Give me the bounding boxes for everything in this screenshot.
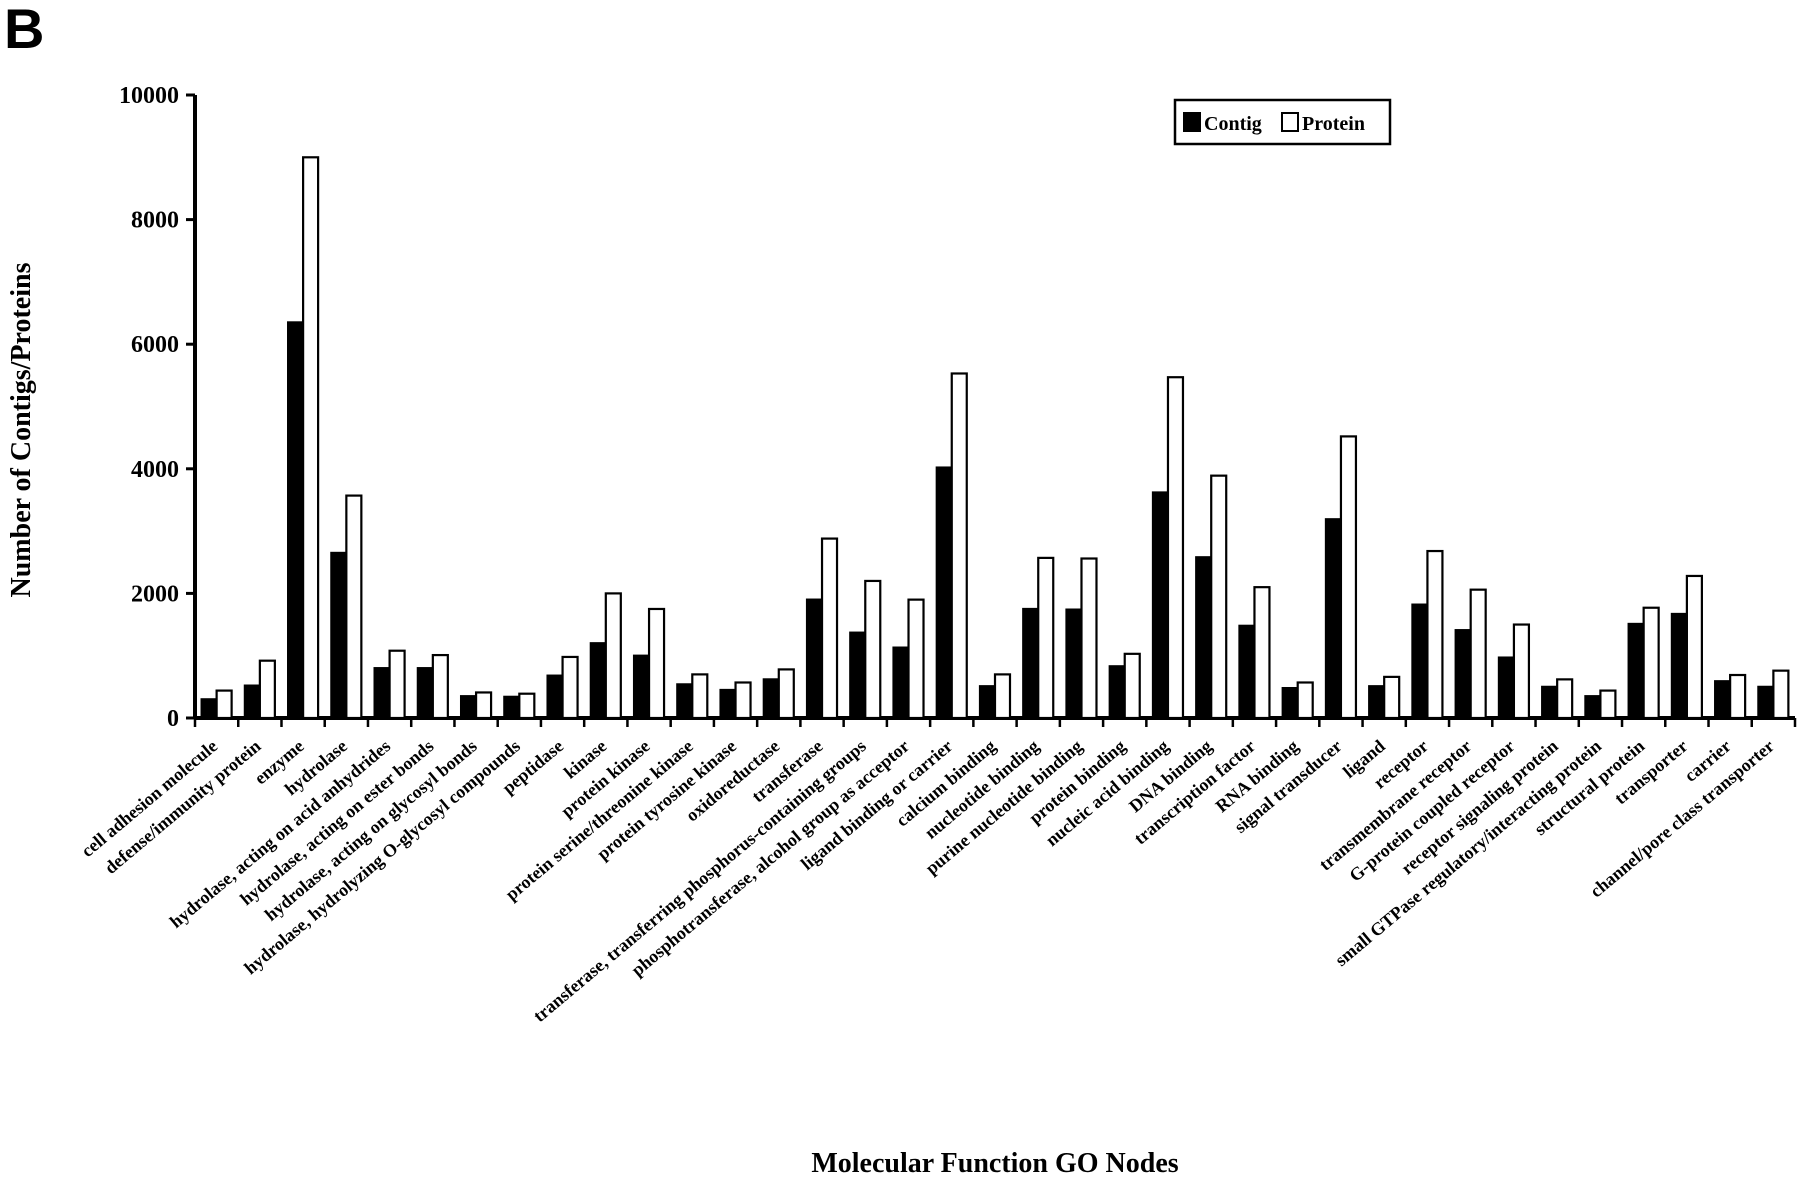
bar-contig	[200, 698, 218, 720]
legend-label-contig: Contig	[1204, 113, 1262, 135]
bar-contig	[1368, 685, 1386, 720]
bar-protein	[1123, 652, 1141, 720]
bar-protein	[1469, 588, 1487, 720]
bar-protein	[1210, 474, 1228, 720]
bar-contig	[892, 646, 910, 720]
bar-contig	[719, 688, 737, 720]
x-axis	[193, 716, 1797, 727]
bar-protein	[1685, 574, 1703, 720]
bar-contig	[589, 642, 607, 720]
bar-protein	[691, 673, 709, 720]
bar-protein	[647, 607, 666, 720]
bar-contig	[762, 678, 780, 720]
bar-protein	[431, 653, 449, 720]
panel-label: B	[4, 0, 44, 60]
bar-protein	[734, 681, 752, 720]
bar-protein	[1772, 669, 1790, 720]
bar-protein	[215, 689, 233, 720]
y-tick-label: 0	[167, 706, 179, 732]
bar-contig	[1108, 665, 1126, 720]
bar-contig	[1281, 686, 1299, 720]
y-tick-label: 8000	[131, 208, 179, 234]
bars	[200, 156, 1790, 720]
bar-contig	[1497, 656, 1516, 720]
bar-contig	[935, 466, 953, 720]
y-tick-label: 6000	[131, 332, 179, 358]
bar-protein	[604, 592, 622, 720]
legend-swatch-protein	[1281, 112, 1299, 132]
bar-contig	[1022, 607, 1040, 720]
bar-contig	[849, 631, 867, 720]
bar-contig	[330, 551, 348, 720]
bar-contig	[1065, 608, 1083, 720]
legend: Contig Protein	[1173, 98, 1392, 146]
bar-protein	[1642, 606, 1660, 720]
bar-protein	[950, 372, 968, 720]
bar-contig	[1238, 624, 1256, 720]
bar-protein	[864, 579, 882, 720]
bar-contig	[1151, 491, 1170, 720]
bar-protein	[388, 649, 406, 720]
bar-protein	[1339, 435, 1358, 720]
bar-protein	[777, 668, 795, 720]
bar-contig	[373, 667, 391, 720]
bar-contig	[1324, 518, 1343, 720]
bar-contig	[1627, 622, 1645, 720]
y-axis: 0 2000 4000 6000 8000 10000	[119, 83, 197, 732]
bar-protein	[1383, 675, 1401, 720]
bar-contig	[1757, 685, 1775, 720]
bar-protein	[1556, 678, 1574, 720]
bar-contig	[243, 684, 261, 720]
bar-protein	[907, 598, 925, 720]
bar-protein	[993, 673, 1012, 720]
bar-protein	[474, 691, 493, 720]
bar-protein	[1729, 673, 1747, 720]
bar-contig	[805, 598, 824, 720]
bar-protein	[1426, 549, 1444, 720]
bar-contig	[1584, 695, 1602, 720]
bar-protein	[1166, 376, 1185, 720]
bar-protein	[1253, 586, 1271, 720]
bar-contig	[503, 695, 521, 720]
bar-contig	[546, 674, 564, 720]
y-tick-label: 4000	[131, 457, 179, 483]
bar-protein	[1037, 556, 1055, 720]
bar-protein	[302, 156, 320, 720]
bar-contig	[287, 321, 305, 720]
y-tick-label: 10000	[119, 83, 179, 109]
bar-protein	[258, 659, 276, 720]
y-tick-label: 2000	[131, 581, 179, 607]
y-axis-title: Number of Contigs/Proteins	[6, 262, 37, 597]
bar-contig	[1195, 556, 1213, 720]
x-axis-title: Molecular Function GO Nodes	[811, 1148, 1178, 1179]
bar-protein	[561, 655, 579, 720]
bar-contig	[676, 683, 694, 720]
bar-protein	[518, 692, 536, 720]
bar-contig	[632, 654, 651, 720]
legend-swatch-contig	[1183, 112, 1201, 132]
bar-contig	[1714, 680, 1732, 720]
bar-contig	[1541, 685, 1559, 720]
bar-contig	[416, 667, 434, 720]
bar-protein	[820, 537, 839, 720]
bar-protein	[1296, 681, 1314, 720]
bar-protein	[1512, 623, 1531, 720]
bar-protein	[1599, 689, 1617, 720]
legend-label-protein: Protein	[1302, 113, 1365, 135]
bar-contig	[978, 685, 997, 720]
bar-protein	[345, 494, 363, 720]
bar-protein	[1080, 557, 1098, 720]
bar-contig	[1454, 629, 1472, 720]
bar-contig	[459, 695, 478, 720]
bar-contig	[1670, 612, 1688, 720]
bar-contig	[1411, 603, 1429, 720]
